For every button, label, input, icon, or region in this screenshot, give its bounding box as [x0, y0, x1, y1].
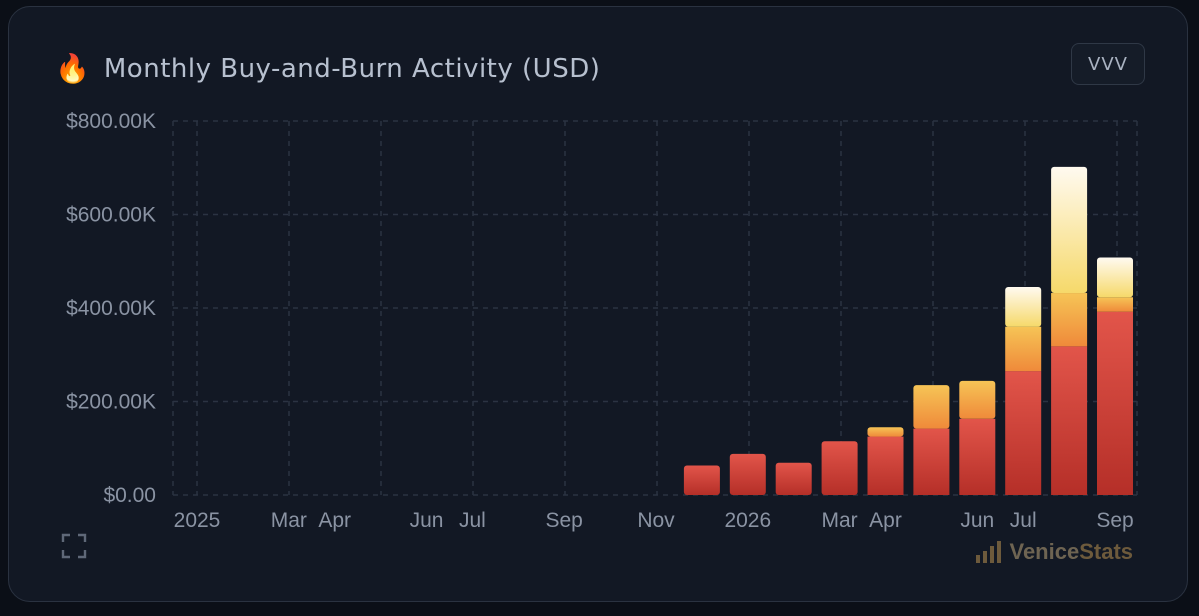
x-tick-label: Jun	[960, 509, 994, 532]
y-tick-label: $600.00K	[66, 204, 156, 227]
bar-segment-2[interactable]	[1005, 326, 1042, 372]
x-tick-label: Jun	[410, 509, 444, 532]
x-tick-label: Mar	[271, 509, 307, 532]
bar-segment-1[interactable]	[1005, 371, 1042, 495]
bar-segment-3[interactable]	[1005, 286, 1042, 327]
bar-segment-2[interactable]	[1097, 297, 1133, 312]
bar-segment-1[interactable]	[821, 441, 858, 495]
bar-segment-1[interactable]	[775, 462, 812, 495]
x-tick-label: Apr	[318, 509, 351, 532]
bar-segment-3[interactable]	[1097, 257, 1133, 298]
bar-segment-2[interactable]	[1051, 293, 1088, 347]
token-selector-button[interactable]: VVV	[1071, 43, 1145, 85]
y-axis: $0.00 $200.00K $400.00K $600.00K $800.00K	[66, 110, 156, 507]
y-tick-label: $800.00K	[66, 110, 156, 133]
bar-segment-1[interactable]	[867, 436, 904, 495]
bar-segment-1[interactable]	[913, 428, 950, 495]
x-tick-label: Mar	[822, 509, 858, 532]
fire-icon: 🔥	[55, 52, 90, 85]
brand-name-stats: Stats	[1079, 539, 1133, 564]
bars	[683, 166, 1133, 495]
x-axis: 2025 Mar Apr Jun Jul Sep Nov 2026 Mar Apr Jun Jul Se…	[174, 509, 1134, 532]
brand-watermark: VeniceStats	[975, 539, 1133, 565]
bar-segment-2[interactable]	[867, 427, 904, 437]
brand-name-venice: Venice	[1009, 539, 1080, 564]
bar-segment-1[interactable]	[729, 453, 766, 495]
bar-segment-1[interactable]	[1051, 346, 1088, 495]
y-tick-label: $0.00	[103, 484, 156, 507]
bar-segment-1[interactable]	[959, 418, 996, 495]
x-tick-label: Nov	[637, 509, 675, 532]
x-tick-label: Jul	[459, 509, 486, 532]
chart-title: Monthly Buy-and-Burn Activity (USD)	[103, 54, 601, 84]
bar-segment-2[interactable]	[959, 380, 996, 419]
bar-segment-3[interactable]	[1051, 166, 1088, 294]
bar-segment-2[interactable]	[913, 385, 950, 429]
x-tick-label: 2025	[174, 509, 221, 532]
bar-signal-icon	[976, 541, 1002, 563]
x-tick-label: Apr	[869, 509, 902, 532]
y-tick-label: $400.00K	[66, 297, 156, 320]
chart-card: 🔥 Monthly Buy-and-Burn Activity (USD) VV…	[8, 6, 1188, 602]
expand-icon[interactable]	[61, 533, 87, 559]
bar-segment-1[interactable]	[683, 465, 720, 495]
bar-segment-1[interactable]	[1097, 311, 1133, 495]
x-tick-label: Jul	[1010, 509, 1037, 532]
x-tick-label: Sep	[546, 509, 583, 532]
chart-header: 🔥 Monthly Buy-and-Burn Activity (USD)	[55, 47, 600, 91]
y-tick-label: $200.00K	[66, 391, 156, 414]
x-tick-label: 2026	[724, 509, 771, 532]
x-tick-label: Sep	[1096, 509, 1133, 532]
